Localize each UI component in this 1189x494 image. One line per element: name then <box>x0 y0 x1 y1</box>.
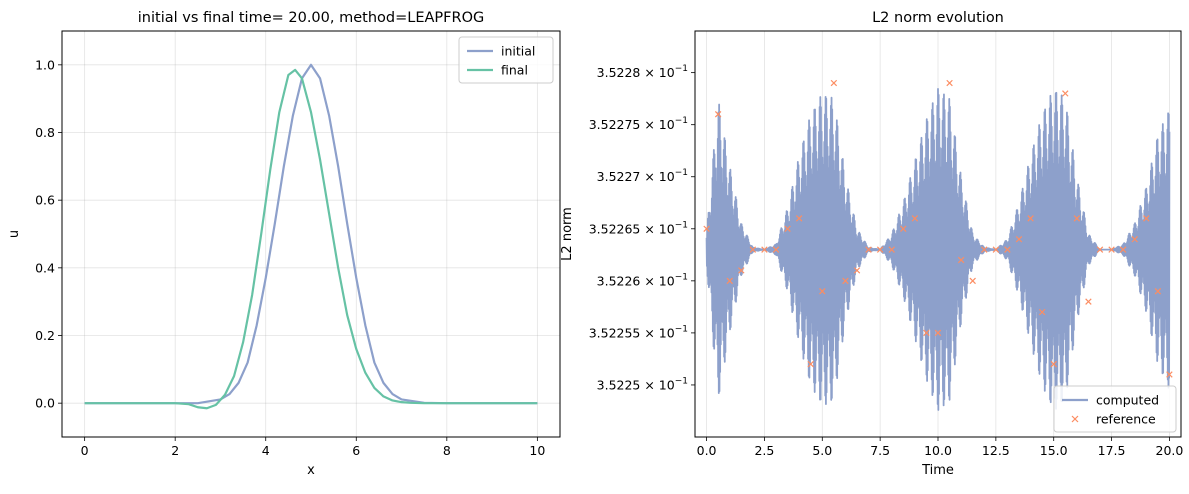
reference-marker <box>900 225 907 233</box>
y-tick-label: 3.5225 × 10−1 <box>597 376 688 392</box>
reference-marker <box>1062 90 1069 97</box>
grid <box>62 31 560 437</box>
y-axis-ticks: 0.0 0.2 0.4 0.6 0.8 1.0 <box>35 57 62 411</box>
reference-marker <box>969 277 976 285</box>
reference-marker <box>1108 246 1115 253</box>
y-tick-label: 3.5226 × 10−1 <box>597 272 688 288</box>
reference-marker <box>853 267 861 274</box>
series-layer <box>703 79 1173 411</box>
x-tick-label: 6 <box>352 443 360 458</box>
reference-marker <box>1131 235 1138 243</box>
initial-vs-final-chart: 0 2 4 6 8 10 0.0 0.2 0.4 0.6 0.8 1.0 initial vs fi… <box>7 10 561 478</box>
reference-marker <box>1004 246 1011 253</box>
reference-marker <box>738 267 745 274</box>
y-axis-ticks: 3.5225 × 10−1 3.52255 × 10−1 3.5226 × 10−1… <box>589 64 695 392</box>
legend-box <box>1053 385 1177 433</box>
reference-marker <box>1038 308 1046 316</box>
x-axis-label: x <box>307 463 315 478</box>
reference-marker <box>1015 235 1023 243</box>
legend-label-reference: reference <box>1096 412 1156 427</box>
x-tick-label: 0.0 <box>697 443 717 458</box>
reference-marker <box>992 246 1000 253</box>
y-tick-label: 3.52265 × 10−1 <box>589 220 688 236</box>
x-axis-label: Time <box>921 463 954 478</box>
reference-marker <box>1166 371 1173 378</box>
reference-marker <box>981 246 988 253</box>
reference-marker <box>876 246 884 253</box>
y-tick-label: 0.4 <box>35 260 55 275</box>
x-tick-label: 5.0 <box>812 443 832 458</box>
reference-marker <box>772 246 780 253</box>
y-tick-label: 0.0 <box>35 396 55 411</box>
reference-marker <box>1119 246 1127 253</box>
reference-marker <box>807 360 814 368</box>
series-line-initial <box>84 63 538 405</box>
reference-marker <box>865 246 872 253</box>
reference-marker <box>1096 246 1104 253</box>
x-tick-label: 15.0 <box>1040 443 1068 458</box>
chart-title: L2 norm evolution <box>872 10 1004 26</box>
y-axis-label: u <box>7 230 22 238</box>
series-line-computed <box>705 88 1171 411</box>
reference-marker <box>703 225 710 233</box>
series-layer <box>84 63 538 410</box>
reference-marker <box>934 329 942 337</box>
y-tick-label: 3.5227 × 10−1 <box>597 168 688 184</box>
legend-label-initial: initial <box>501 44 535 59</box>
series-line-final <box>84 68 538 410</box>
y-axis-label: L2 norm <box>560 207 575 261</box>
reference-marker <box>1027 215 1034 222</box>
reference-marker <box>911 215 919 222</box>
reference-marker <box>819 288 826 295</box>
x-tick-label: 10 <box>529 443 545 458</box>
x-axis-ticks: 0 2 4 6 8 10 <box>81 437 545 458</box>
reference-marker <box>784 225 791 233</box>
x-tick-label: 20.0 <box>1156 443 1184 458</box>
y-tick-label: 3.52255 × 10−1 <box>589 324 688 340</box>
x-tick-label: 10.0 <box>924 443 952 458</box>
reference-marker <box>1050 360 1057 368</box>
reference-marker <box>726 277 733 285</box>
reference-marker <box>1073 215 1081 222</box>
reference-marker <box>1154 288 1162 295</box>
x-tick-label: 12.5 <box>982 443 1010 458</box>
reference-marker <box>1143 215 1150 222</box>
x-tick-label: 2 <box>171 443 179 458</box>
reference-marker <box>761 246 768 253</box>
legend-label-final: final <box>501 63 528 78</box>
y-tick-label: 1.0 <box>35 57 55 72</box>
reference-marker <box>749 246 757 253</box>
reference-marker <box>830 79 838 87</box>
reference-marker <box>1085 298 1092 305</box>
y-tick-label: 3.5228 × 10−1 <box>597 64 688 80</box>
x-axis-ticks: 0.0 2.5 5.0 7.5 10.0 12.5 15.0 17.5 20.0 <box>697 437 1184 458</box>
reference-marker <box>842 277 849 285</box>
reference-marker <box>957 256 965 264</box>
x-tick-label: 17.5 <box>1098 443 1126 458</box>
reference-marker <box>946 79 953 87</box>
legend-swatch-reference <box>1071 415 1079 423</box>
legend-label-computed: computed <box>1096 393 1159 408</box>
y-tick-label: 0.8 <box>35 125 55 140</box>
legend: computed reference <box>1053 385 1177 433</box>
y-tick-label: 0.6 <box>35 193 55 208</box>
chart-title: initial vs final time= 20.00, method=LEA… <box>138 10 484 26</box>
reference-marker <box>714 111 722 118</box>
legend: initial final <box>458 36 554 84</box>
reference-marker <box>923 329 930 337</box>
y-tick-label: 0.2 <box>35 328 55 343</box>
l2-norm-chart: 0.0 2.5 5.0 7.5 10.0 12.5 15.0 17.5 20.0 3.5225 … <box>560 10 1183 478</box>
reference-marker <box>888 246 895 253</box>
x-tick-label: 4 <box>262 443 270 458</box>
y-tick-label: 3.52275 × 10−1 <box>589 116 688 132</box>
axes-frame <box>61 30 561 438</box>
x-tick-label: 2.5 <box>754 443 774 458</box>
x-tick-label: 0 <box>81 443 89 458</box>
legend-box <box>458 36 554 84</box>
x-tick-label: 8 <box>443 443 451 458</box>
reference-marker <box>795 215 803 222</box>
x-tick-label: 7.5 <box>870 443 890 458</box>
